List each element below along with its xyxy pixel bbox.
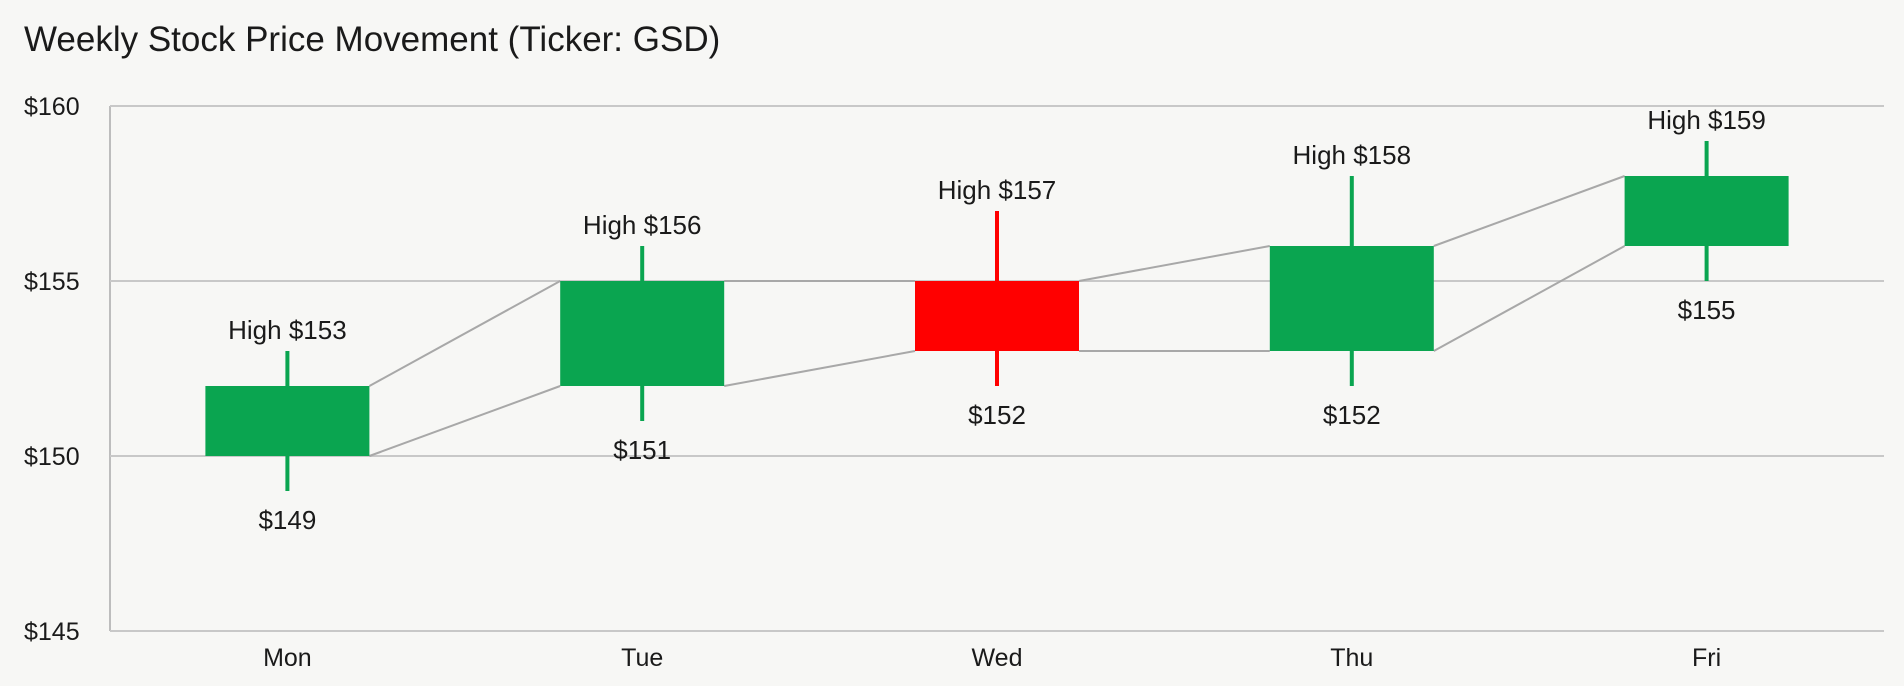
x-tick-label: Tue [621, 644, 663, 672]
low-label: $149 [258, 505, 316, 535]
x-tick-label: Mon [263, 644, 312, 672]
connector-line-top [1433, 175, 1625, 247]
y-tick-label: $160 [24, 93, 80, 121]
connector-line-bottom [1433, 245, 1626, 352]
connector-line-top [368, 280, 561, 387]
y-tick-label: $145 [24, 618, 80, 646]
chart-title: Weekly Stock Price Movement (Ticker: GSD… [24, 20, 721, 59]
low-label: $151 [613, 435, 671, 465]
low-label: $152 [968, 400, 1026, 430]
low-label: $152 [1323, 400, 1381, 430]
candle-body-mon [205, 386, 370, 456]
candles [205, 141, 1789, 491]
low-label: $155 [1678, 295, 1736, 325]
x-tick-label: Fri [1692, 644, 1721, 672]
high-label: High $156 [583, 210, 702, 240]
candle-body-wed [915, 281, 1079, 351]
labels: $145 $150 $155 $160 High $153 $149 Mon High $15… [24, 93, 1766, 672]
candle-body-tue [560, 281, 725, 386]
candle-body-thu [1269, 246, 1434, 351]
connector-lines [368, 175, 1626, 457]
y-tick-label: $155 [24, 268, 80, 296]
high-label: High $157 [938, 175, 1057, 205]
connector-line-top [1078, 245, 1270, 282]
connector-line-bottom [724, 350, 916, 387]
x-tick-label: Thu [1330, 644, 1373, 672]
candle-body-fri [1624, 176, 1789, 246]
x-tick-label: Wed [972, 644, 1023, 672]
high-label: High $158 [1293, 140, 1412, 170]
high-label: High $159 [1647, 105, 1766, 135]
connector-line-bottom [369, 385, 561, 457]
y-tick-label: $150 [24, 443, 80, 471]
high-label: High $153 [228, 315, 347, 345]
